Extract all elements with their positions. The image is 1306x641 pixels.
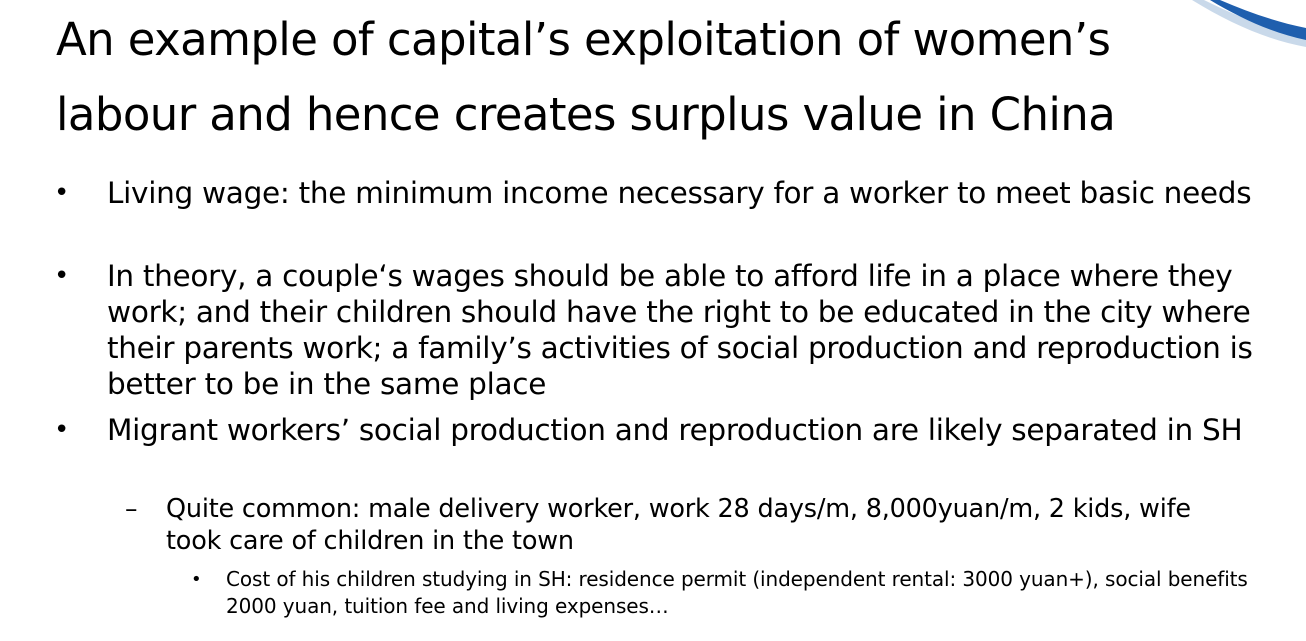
bullet-marker: • bbox=[54, 178, 70, 208]
small-bullet-marker: • bbox=[191, 569, 202, 590]
sub-bullet-delivery-worker: Quite common: male delivery worker, work… bbox=[166, 494, 1191, 556]
bullet-in-theory: In theory, a couple‘s wages should be ab… bbox=[107, 259, 1253, 401]
bullet-living-wage: Living wage: the minimum income necessar… bbox=[107, 176, 1252, 210]
slide-title: An example of capital’s exploitation of … bbox=[56, 13, 1116, 141]
bullet-marker: • bbox=[54, 415, 70, 445]
corner-swoosh-decoration bbox=[1192, 0, 1306, 47]
dash-marker: – bbox=[125, 494, 138, 523]
bullet-marker: • bbox=[54, 261, 70, 291]
bullet-migrant-workers: Migrant workers’ social production and r… bbox=[107, 413, 1243, 447]
sub-sub-bullet-cost: Cost of his children studying in SH: res… bbox=[226, 567, 1248, 618]
